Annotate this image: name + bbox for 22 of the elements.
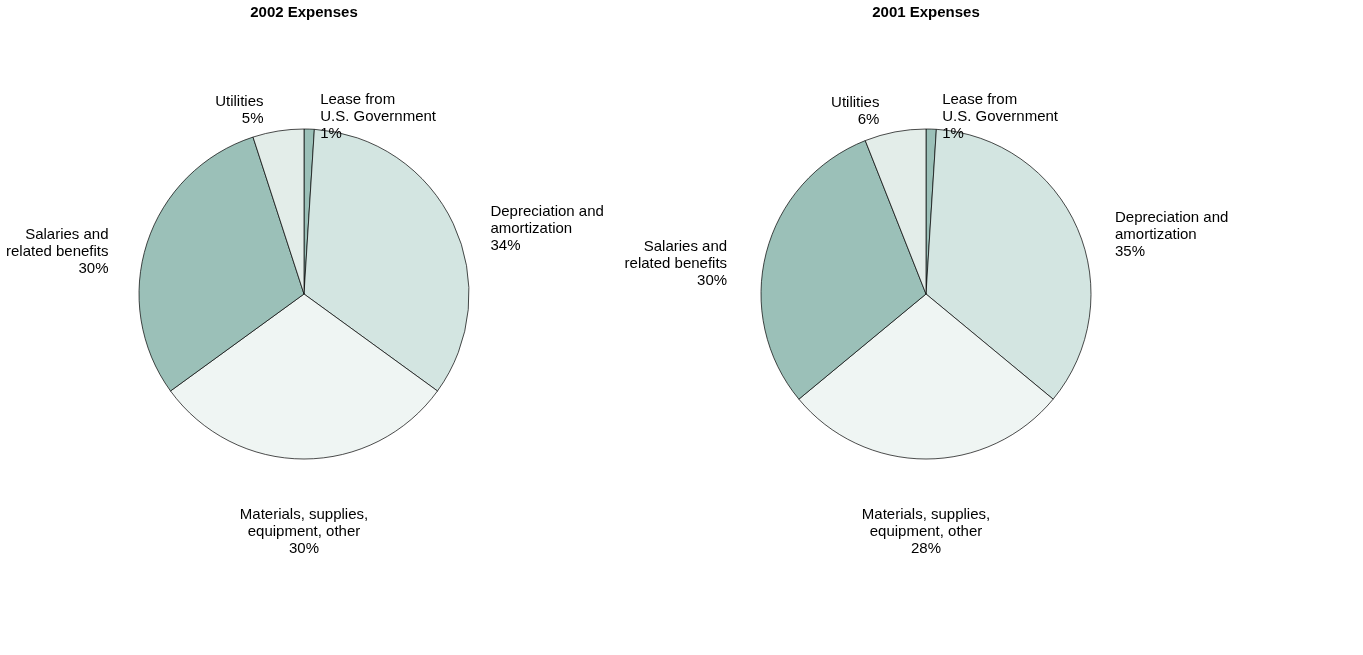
data-label: 5% <box>241 109 264 127</box>
slice-label: Depreciation and amortization <box>490 201 604 236</box>
slice-label: Lease from U.S. Government <box>942 90 1059 125</box>
data-label: 30% <box>288 539 320 556</box>
data-label: 34% <box>490 235 521 253</box>
slice-label: Utilities <box>831 93 880 111</box>
chart-title: 2001 Expenses <box>872 3 980 20</box>
data-label: 30% <box>697 270 728 288</box>
slice-label: Materials, supplies, equipment, other <box>861 505 991 539</box>
data-label: 1% <box>320 124 342 142</box>
slice-label: Salaries and related benefits <box>5 224 109 259</box>
slice-label: Depreciation and amortization <box>1114 207 1229 242</box>
data-label: 6% <box>857 110 880 128</box>
slice-label: Salaries and related benefits <box>624 236 728 271</box>
slice-label: Lease from U.S. Government <box>320 90 437 125</box>
slice-label: Utilities <box>215 92 264 110</box>
slice-label: Materials, supplies, equipment, other <box>239 505 369 539</box>
data-label: 30% <box>78 258 109 276</box>
data-label: 1% <box>942 124 964 142</box>
data-label: 35% <box>1114 241 1145 259</box>
chart-title: 2002 Expenses <box>250 3 358 20</box>
data-label: 28% <box>910 539 942 556</box>
